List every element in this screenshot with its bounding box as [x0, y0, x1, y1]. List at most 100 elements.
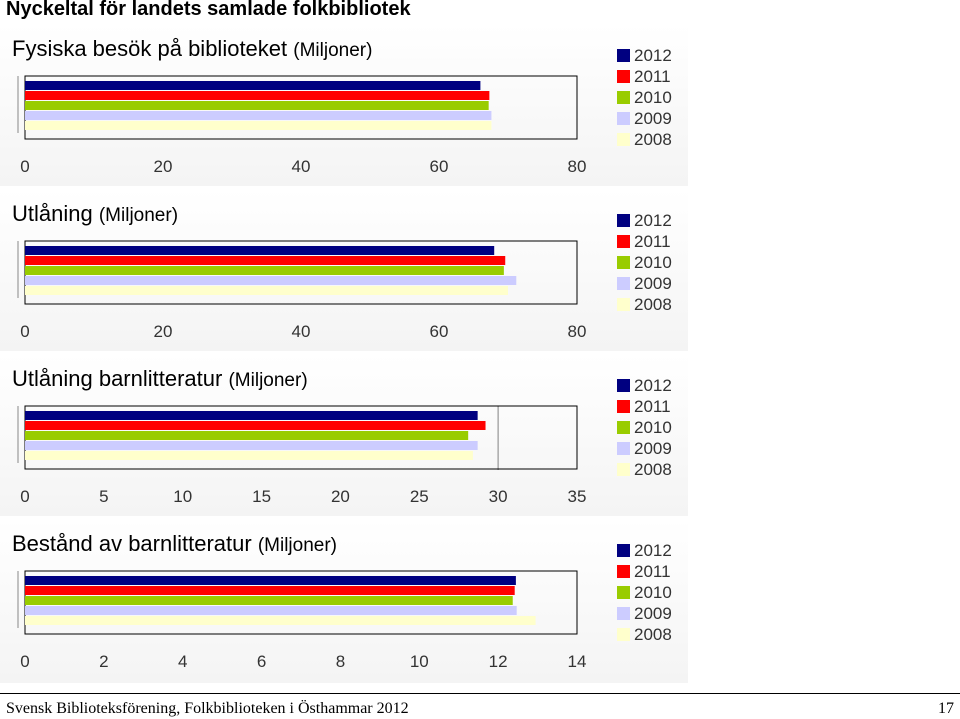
legend-label: 2012 — [634, 541, 672, 560]
x-tick-label: 60 — [430, 157, 449, 176]
chart-panel-utlaning-barnlitteratur: Utlåning barnlitteratur (Miljoner) 0 5 10 1… — [0, 354, 960, 516]
legend-swatch — [617, 607, 630, 620]
x-tick-label: 10 — [173, 487, 192, 506]
bar-2010 — [25, 431, 469, 440]
legend-label: 2009 — [634, 109, 672, 128]
chart-title: Bestånd av barnlitteratur (Miljoner) — [12, 531, 338, 556]
chart-panel-utlaning: Utlåning (Miljoner) 0 20 40 60 80 2012 2011 20… — [0, 189, 960, 351]
bar-2008 — [25, 286, 508, 295]
x-tick-label: 8 — [336, 652, 345, 671]
legend-item-2008: 2008 — [610, 295, 700, 316]
legend-label: 2012 — [634, 211, 672, 230]
chart-title: Fysiska besök på biblioteket (Miljoner) — [12, 36, 373, 61]
bar-2009 — [25, 606, 517, 615]
legend-item-2012: 2012 — [610, 376, 700, 397]
legend-label: 2011 — [634, 562, 671, 581]
x-tick-label: 25 — [410, 487, 429, 506]
bar-2011 — [25, 91, 490, 100]
legend-item-2009: 2009 — [610, 439, 700, 460]
bar-2009 — [25, 276, 517, 285]
chart-panel-fysiska-besok: Fysiska besök på biblioteket (Miljoner) … — [0, 24, 960, 186]
bar-chart: 0 20 40 60 80 — [17, 75, 587, 176]
legend-label: 2008 — [634, 460, 672, 479]
x-tick-label: 5 — [99, 487, 108, 506]
x-tick-label: 60 — [430, 322, 449, 341]
legend-swatch — [617, 277, 630, 290]
legend-label: 2012 — [634, 46, 672, 65]
legend-swatch — [617, 544, 630, 557]
legend-swatch — [617, 112, 630, 125]
legend-item-2012: 2012 — [610, 211, 700, 232]
bar-2010 — [25, 101, 489, 110]
legend-swatch — [617, 70, 630, 83]
bar-2008 — [25, 451, 473, 460]
legend-item-2010: 2010 — [610, 583, 700, 604]
legend-item-2011: 2011 — [610, 562, 700, 583]
x-tick-label: 40 — [292, 322, 311, 341]
x-tick-label: 0 — [20, 322, 29, 341]
legend-swatch — [617, 463, 630, 476]
legend-swatch — [617, 298, 630, 311]
legend-label: 2008 — [634, 130, 672, 149]
legend-item-2011: 2011 — [610, 397, 700, 418]
bar-2011 — [25, 256, 506, 265]
x-tick-label: 80 — [568, 157, 587, 176]
footer-divider — [0, 693, 960, 694]
bar-2008 — [25, 121, 492, 130]
legend: 2012 2011 2010 2009 2008 — [610, 541, 700, 646]
bar-chart: 0 20 40 60 80 — [17, 240, 587, 341]
legend-swatch — [617, 379, 630, 392]
x-tick-label: 0 — [20, 157, 29, 176]
bar-2012 — [25, 411, 478, 420]
legend-swatch — [617, 214, 630, 227]
legend-item-2009: 2009 — [610, 109, 700, 130]
legend-item-2012: 2012 — [610, 46, 700, 67]
bar-2010 — [25, 596, 513, 605]
legend-swatch — [617, 91, 630, 104]
legend-label: 2010 — [634, 253, 672, 272]
bar-2008 — [25, 616, 536, 625]
page-number: 17 — [938, 700, 954, 717]
x-tick-label: 14 — [568, 652, 587, 671]
x-tick-label: 20 — [331, 487, 350, 506]
legend-swatch — [617, 565, 630, 578]
legend-item-2012: 2012 — [610, 541, 700, 562]
x-tick-label: 40 — [292, 157, 311, 176]
x-tick-label: 2 — [99, 652, 108, 671]
x-tick-label: 0 — [20, 487, 29, 506]
legend-item-2009: 2009 — [610, 274, 700, 295]
bar-chart: 0 2 4 6 8 10 12 14 — [17, 570, 587, 671]
bar-2011 — [25, 586, 515, 595]
legend-swatch — [617, 628, 630, 641]
x-tick-label: 12 — [489, 652, 508, 671]
x-tick-label: 80 — [568, 322, 587, 341]
legend-label: 2012 — [634, 376, 672, 395]
legend-label: 2010 — [634, 88, 672, 107]
legend-label: 2011 — [634, 232, 671, 251]
legend-label: 2010 — [634, 418, 672, 437]
legend-swatch — [617, 235, 630, 248]
x-tick-label: 10 — [410, 652, 429, 671]
page-title: Nyckeltal för landets samlade folkbiblio… — [6, 0, 411, 20]
x-tick-label: 30 — [489, 487, 508, 506]
bar-2012 — [25, 246, 495, 255]
x-tick-label: 35 — [568, 487, 587, 506]
legend-label: 2009 — [634, 439, 672, 458]
legend-swatch — [617, 256, 630, 269]
legend-item-2010: 2010 — [610, 88, 700, 109]
x-tick-label: 20 — [154, 322, 173, 341]
legend-swatch — [617, 586, 630, 599]
chart-panel-bestand-barnlitteratur: Bestånd av barnlitteratur (Miljoner) 0 2 4… — [0, 519, 960, 683]
legend-swatch — [617, 442, 630, 455]
legend-item-2010: 2010 — [610, 253, 700, 274]
bar-chart: 0 5 10 15 20 25 30 35 — [17, 405, 587, 506]
legend-swatch — [617, 133, 630, 146]
x-tick-label: 0 — [20, 652, 29, 671]
legend-item-2010: 2010 — [610, 418, 700, 439]
legend: 2012 2011 2010 2009 2008 — [610, 46, 700, 151]
legend-label: 2008 — [634, 295, 672, 314]
x-tick-label: 15 — [252, 487, 271, 506]
chart-title: Utlåning barnlitteratur (Miljoner) — [12, 366, 308, 391]
legend-item-2011: 2011 — [610, 67, 700, 88]
bar-2011 — [25, 421, 486, 430]
